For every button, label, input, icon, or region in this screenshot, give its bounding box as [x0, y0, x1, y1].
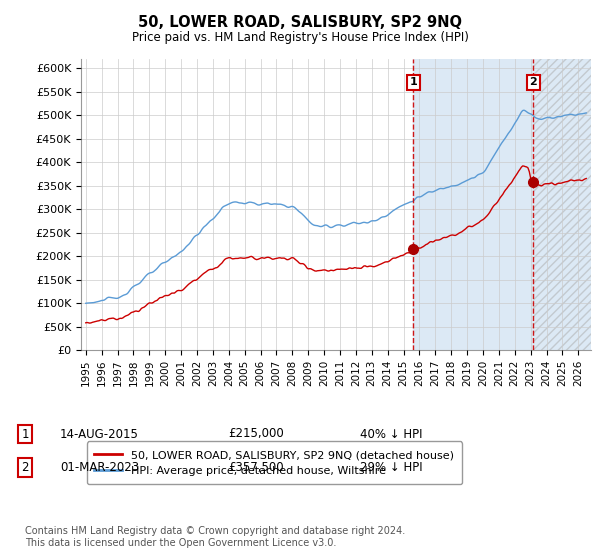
Text: 2: 2: [22, 461, 29, 474]
Text: 50, LOWER ROAD, SALISBURY, SP2 9NQ: 50, LOWER ROAD, SALISBURY, SP2 9NQ: [138, 15, 462, 30]
Text: 40% ↓ HPI: 40% ↓ HPI: [360, 427, 422, 441]
Legend: 50, LOWER ROAD, SALISBURY, SP2 9NQ (detached house), HPI: Average price, detache: 50, LOWER ROAD, SALISBURY, SP2 9NQ (deta…: [86, 441, 462, 484]
Bar: [533, 59, 600, 350]
Bar: [533, 59, 600, 350]
Text: 14-AUG-2015: 14-AUG-2015: [60, 427, 139, 441]
Text: 2: 2: [529, 77, 537, 87]
Text: £215,000: £215,000: [228, 427, 284, 441]
Bar: [413, 59, 533, 350]
Text: 29% ↓ HPI: 29% ↓ HPI: [360, 461, 422, 474]
Text: 1: 1: [22, 427, 29, 441]
Text: Contains HM Land Registry data © Crown copyright and database right 2024.
This d: Contains HM Land Registry data © Crown c…: [25, 526, 406, 548]
Text: 1: 1: [409, 77, 417, 87]
Text: £357,500: £357,500: [228, 461, 284, 474]
Text: 01-MAR-2023: 01-MAR-2023: [60, 461, 139, 474]
Text: Price paid vs. HM Land Registry's House Price Index (HPI): Price paid vs. HM Land Registry's House …: [131, 31, 469, 44]
Bar: [533, 49, 600, 350]
